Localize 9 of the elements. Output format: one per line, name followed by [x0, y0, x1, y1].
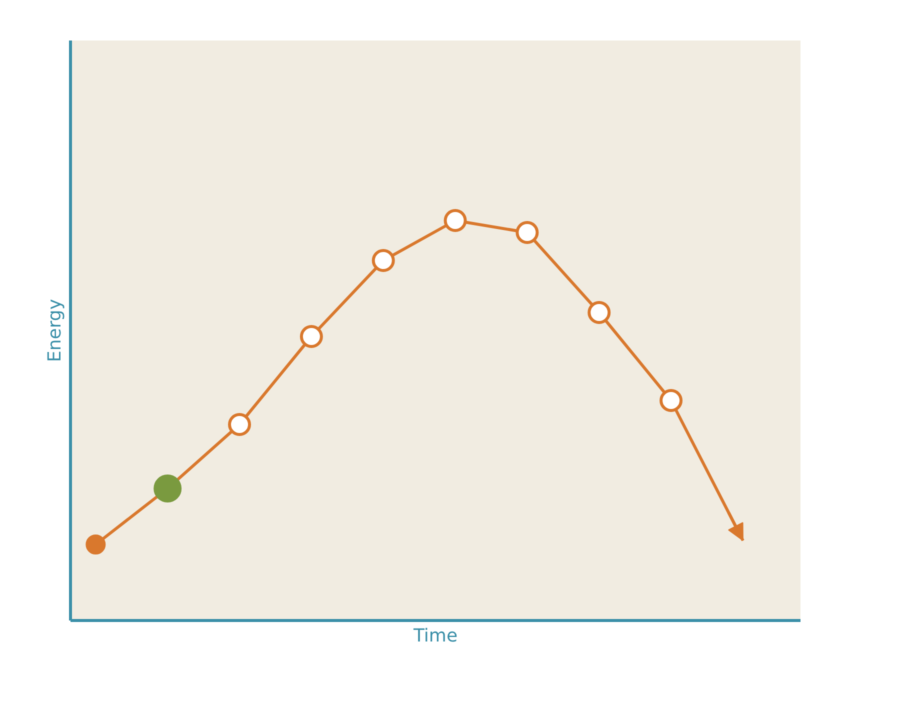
point	[228, 413, 252, 436]
point	[444, 209, 467, 232]
point	[300, 325, 323, 348]
point	[372, 249, 395, 272]
point	[588, 301, 611, 324]
point	[516, 221, 539, 244]
point	[660, 389, 683, 412]
y-axis-title: Energy	[44, 298, 66, 362]
x-axis-title: Time	[412, 626, 458, 646]
